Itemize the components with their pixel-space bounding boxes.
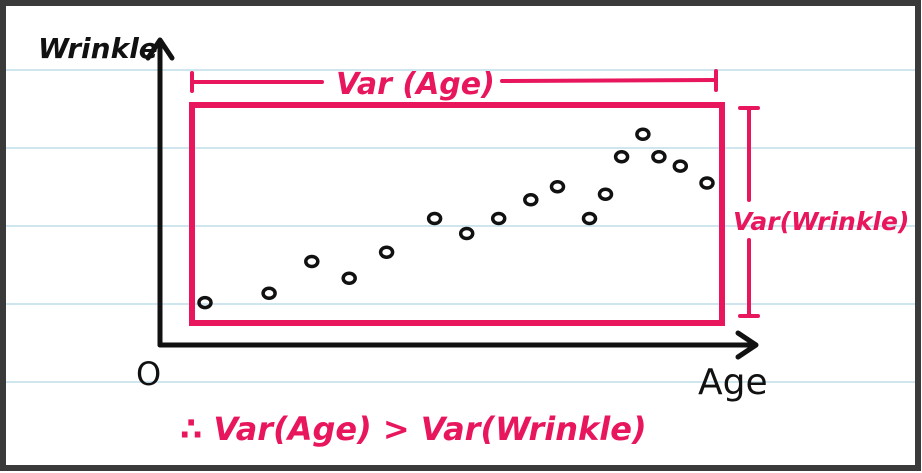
data-point <box>581 211 598 226</box>
variance-box <box>189 102 725 326</box>
data-point <box>699 176 715 190</box>
data-point <box>613 150 630 164</box>
y-axis-arrowhead <box>145 37 175 61</box>
var-age-bracket <box>190 69 718 93</box>
scatter-points <box>197 127 715 310</box>
var-age-label: Var (Age) <box>336 67 495 102</box>
y-axis-label: Wrinkle <box>38 32 158 65</box>
var-wrinkle-label: Var(Wrinkle) <box>733 207 909 236</box>
data-point <box>635 127 651 142</box>
data-point <box>458 226 475 241</box>
data-point <box>490 211 507 226</box>
origin-label: O <box>136 355 161 393</box>
data-point <box>261 286 277 301</box>
var-age-right-line <box>500 78 718 83</box>
axes <box>145 37 759 360</box>
data-point <box>672 159 689 173</box>
data-point <box>378 245 395 259</box>
data-point <box>597 187 614 201</box>
conclusion-text: ∴ Var(Age) > Var(Wrinkle) <box>180 410 647 448</box>
data-point <box>549 179 566 194</box>
data-point <box>523 193 539 207</box>
var-wrinkle-bracket <box>738 106 760 318</box>
data-point <box>651 150 667 164</box>
data-point <box>426 211 443 226</box>
x-axis-arrowhead <box>735 330 759 360</box>
data-point <box>304 254 320 269</box>
data-point <box>197 295 213 310</box>
data-point <box>341 271 357 286</box>
x-axis-label: Age <box>698 362 768 403</box>
